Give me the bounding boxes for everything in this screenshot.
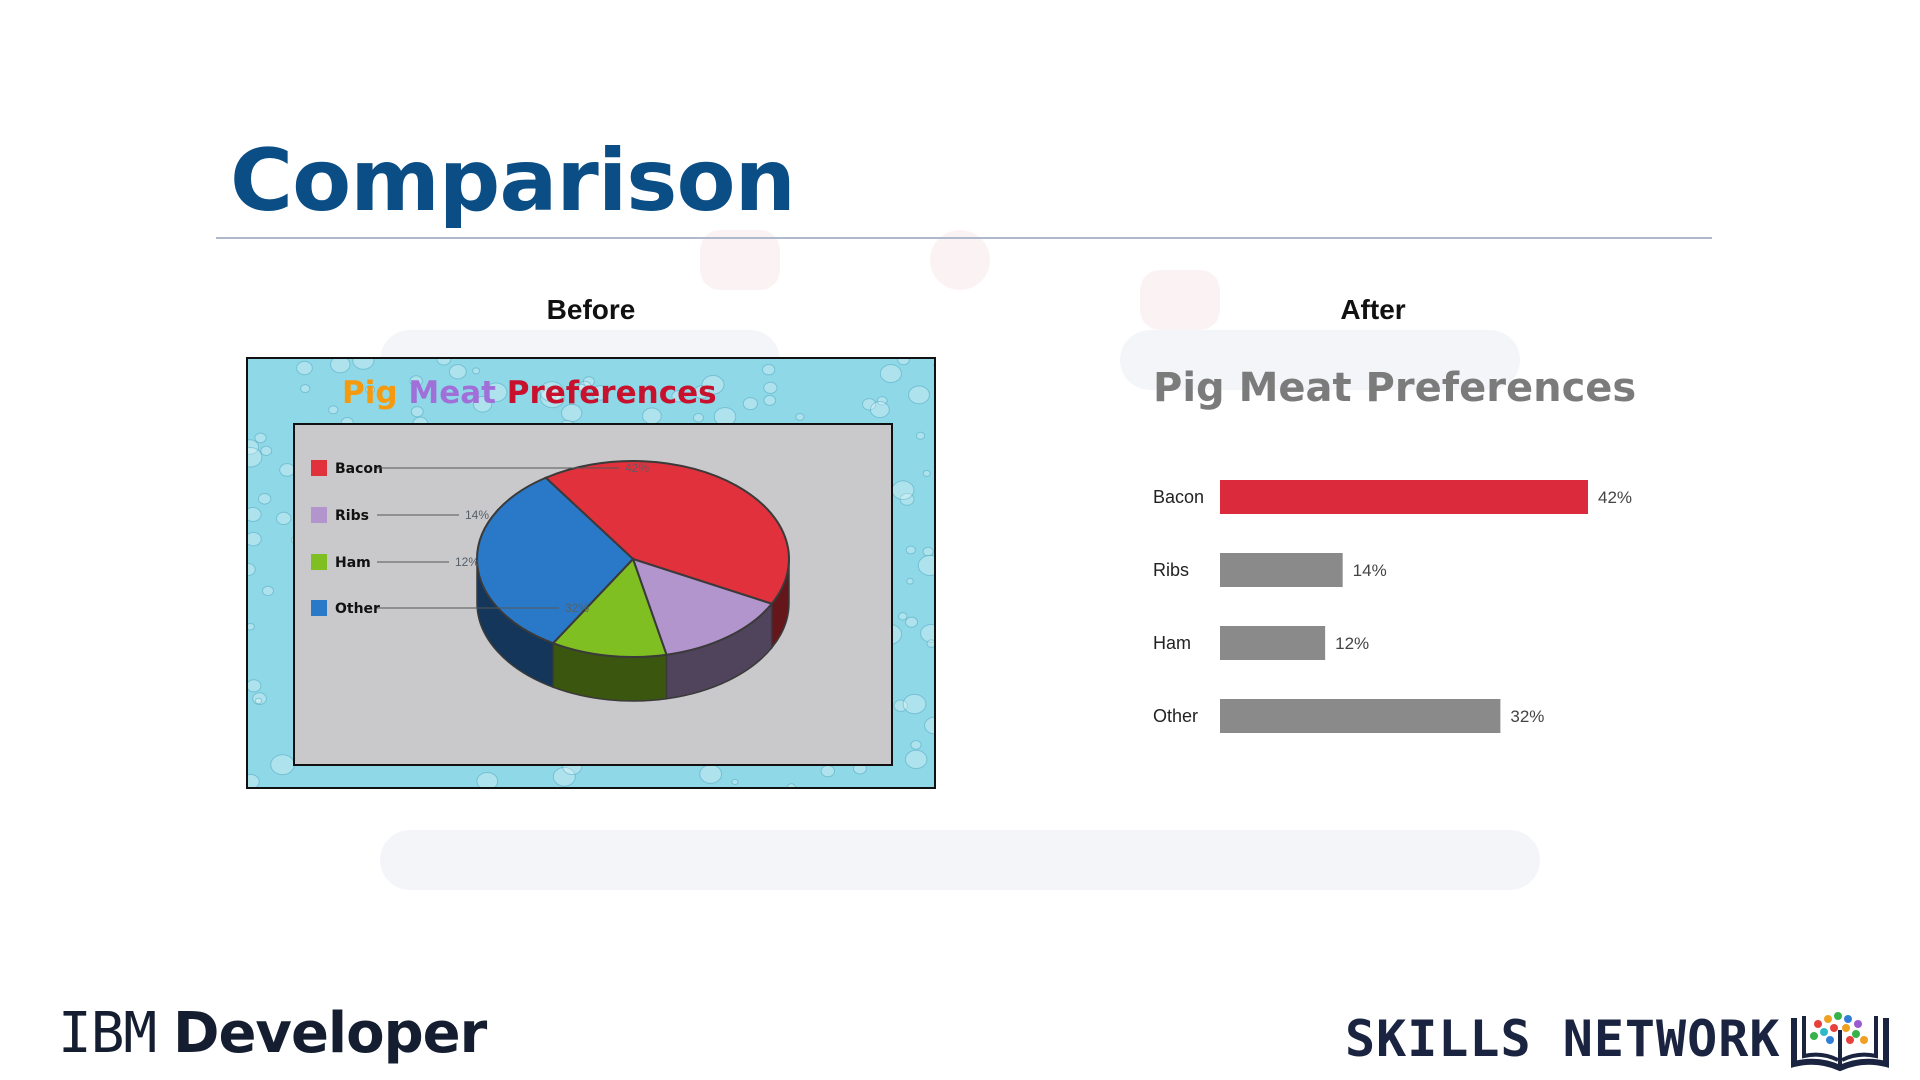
bar-category-ham: Ham [1153,633,1191,653]
before-heading: Before [546,294,636,325]
brand-ibm-text: IBM [58,1001,157,1066]
legend-swatch-ham [311,554,327,570]
bar-category-ribs: Ribs [1153,560,1189,580]
pie-label-ribs: 14% [465,508,489,522]
ibm-developer-logo: IBM Developer [58,1006,487,1062]
before-chart-frame: Pig Meat Preferences Bacon 42% Ribs 14% Ham 1… [246,357,936,789]
after-chart: Pig Meat Preferences Bacon 42% Ribs 14% Ham 1… [1150,360,1710,740]
legend-label-ribs: Ribs [335,508,369,524]
pie-chart: Bacon 42% Ribs 14% Ham 12% Other 32% [311,460,790,702]
bar-other [1220,699,1501,733]
bar-bacon [1220,480,1588,514]
after-chart-title: Pig Meat Preferences [1153,365,1637,411]
before-title-word-meat: Meat [408,375,496,411]
after-heading: After [1340,294,1406,325]
brand-developer-text: Developer [172,1001,487,1066]
legend-swatch-ribs [311,507,327,523]
legend-label-other: Other [335,601,380,617]
pie-slice-other [476,476,635,645]
pie-slice-ham [551,557,668,658]
pie-label-other: 32% [565,601,589,615]
bar-ham [1220,626,1326,660]
open-book-icon [1791,1012,1889,1072]
pie-slice-bacon [543,460,790,605]
before-chart-title: Pig Meat Preferences [342,375,717,411]
skills-network-logo: SKILLS NETWORK [1345,1010,1781,1068]
bar-value-bacon: 42% [1598,488,1632,507]
bar-value-other: 32% [1510,707,1544,726]
legend-swatch-other [311,600,327,616]
pie-label-bacon: 42% [625,461,649,475]
legend-label-ham: Ham [335,555,371,571]
bar-chart: Bacon 42% Ribs 14% Ham 12% Other 32% [1153,480,1632,733]
pie-plot-area: Bacon 42% Ribs 14% Ham 12% Other 32% [293,423,893,766]
pie-slice-ribs [631,557,774,656]
bar-category-other: Other [1153,706,1198,726]
bar-category-bacon: Bacon [1153,487,1204,507]
before-title-word-pig: Pig [342,375,398,411]
title-divider [216,237,1712,239]
legend-label-bacon: Bacon [335,461,383,477]
bar-ribs [1220,553,1343,587]
pie-label-ham: 12% [455,555,479,569]
slide-title: Comparison [230,131,796,231]
legend-swatch-bacon [311,460,327,476]
bar-value-ribs: 14% [1353,561,1387,580]
bar-value-ham: 12% [1335,634,1369,653]
pie-top-faces [476,460,790,658]
before-title-word-preferences: Preferences [506,375,717,411]
